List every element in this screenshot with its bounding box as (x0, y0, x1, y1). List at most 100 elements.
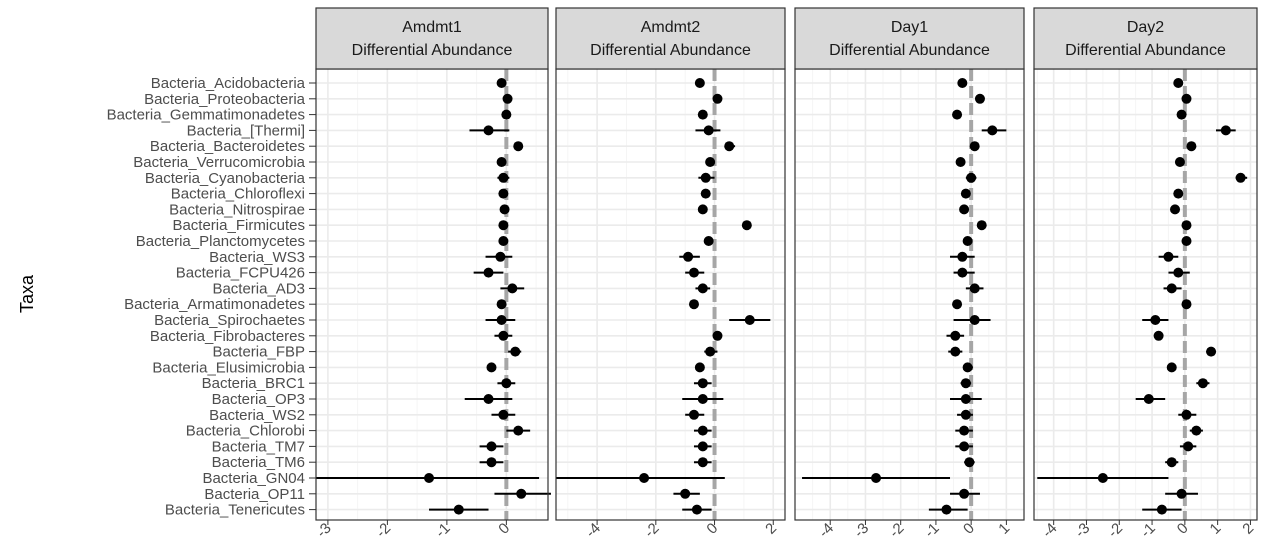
taxa-label: Bacteria_WS3 (209, 249, 305, 266)
estimate-point (957, 251, 968, 262)
estimate-point (1173, 78, 1184, 88)
x-tick-label: 1 (995, 520, 1013, 538)
estimate-point (700, 172, 711, 183)
estimate-point (974, 93, 985, 104)
estimate-point (960, 394, 971, 404)
estimate-point (498, 172, 509, 183)
x-tick-label: -2 (373, 520, 394, 541)
estimate-point (495, 251, 506, 262)
estimate-point (496, 157, 507, 167)
estimate-point (1181, 409, 1192, 420)
facet-title: Amdmt2 (641, 19, 701, 36)
estimate-point (483, 267, 494, 278)
estimate-point (1166, 283, 1177, 294)
estimate-point (1181, 220, 1192, 231)
estimate-point (513, 425, 524, 436)
x-tick-label: -2 (1105, 520, 1126, 541)
estimate-point (697, 441, 708, 452)
estimate-point (501, 109, 512, 120)
panel-background (556, 69, 785, 520)
facet-subtitle: Differential Abundance (352, 42, 513, 59)
estimate-point (952, 109, 963, 120)
taxa-label: Bacteria_FBP (212, 344, 305, 361)
estimate-point (703, 236, 714, 246)
panel-background (316, 69, 548, 520)
x-tick-label: -1 (1137, 520, 1158, 541)
estimate-point (960, 378, 971, 389)
estimate-point (1206, 346, 1217, 357)
estimate-point (1170, 204, 1181, 215)
estimate-point (513, 141, 524, 152)
estimate-point (639, 473, 650, 483)
estimate-point (712, 330, 723, 341)
estimate-point (976, 220, 987, 231)
facet-title: Day1 (891, 19, 928, 36)
estimate-point (694, 362, 705, 373)
estimate-point (424, 473, 435, 483)
estimate-point (498, 220, 509, 231)
estimate-point (1153, 330, 1164, 341)
estimate-point (741, 220, 752, 231)
x-tick-label: 0 (495, 520, 513, 538)
estimate-point (691, 504, 702, 515)
estimate-point (486, 362, 497, 373)
estimate-point (498, 409, 509, 420)
estimate-point (712, 93, 723, 104)
facet-panel: Day1 Differential Abundance -4 -3 -2 -1 0 1 (794, 7, 1025, 541)
estimate-point (680, 488, 691, 499)
estimate-point (1186, 141, 1197, 152)
estimate-point (499, 204, 510, 215)
estimate-point (496, 299, 507, 310)
x-tick-label: 2 (1239, 520, 1257, 538)
taxa-label: Bacteria_WS2 (209, 407, 305, 424)
taxa-label: Bacteria_Armatimonadetes (124, 296, 305, 313)
estimate-point (705, 346, 716, 357)
estimate-point (697, 425, 708, 436)
estimate-point (969, 283, 980, 294)
taxa-label: Bacteria_Planctomycetes (136, 233, 305, 250)
estimate-point (959, 488, 970, 499)
x-tick-label: -2 (641, 520, 662, 541)
estimate-point (962, 362, 973, 373)
estimate-point (1143, 394, 1154, 404)
taxa-label: Bacteria_FCPU426 (176, 265, 305, 282)
estimate-point (697, 378, 708, 389)
facet-subtitle: Differential Abundance (590, 42, 751, 59)
estimate-point (1220, 125, 1231, 136)
taxa-label: Bacteria_[Thermi] (187, 122, 305, 139)
taxa-label: Bacteria_Elusimicrobia (152, 359, 305, 376)
estimate-point (694, 78, 705, 88)
estimate-point (959, 441, 970, 452)
estimate-point (1181, 299, 1192, 310)
estimate-point (960, 188, 971, 199)
estimate-point (496, 315, 507, 325)
estimate-point (697, 283, 708, 294)
estimate-point (959, 425, 970, 436)
estimate-point (950, 330, 961, 341)
estimate-point (1173, 188, 1184, 199)
estimate-point (1097, 473, 1108, 483)
estimate-point (486, 441, 497, 452)
estimate-point (1235, 172, 1246, 183)
estimate-point (453, 504, 464, 515)
taxa-label: Bacteria_Gemmatimonadetes (107, 107, 305, 124)
estimate-point (1197, 378, 1208, 389)
taxa-label: Bacteria_GN04 (202, 470, 305, 487)
x-tick-label: -3 (1072, 520, 1093, 541)
estimate-point (950, 346, 961, 357)
estimate-point (987, 125, 998, 136)
taxa-label: Bacteria_Fibrobacteres (150, 328, 305, 345)
estimate-point (683, 251, 694, 262)
facet-strip (555, 7, 786, 70)
y-axis-title: Taxa (17, 274, 37, 313)
estimate-point (688, 409, 699, 420)
taxa-label: Bacteria_Bacteroidetes (150, 138, 305, 155)
estimate-point (1163, 251, 1174, 262)
estimate-point (1183, 441, 1194, 452)
estimate-point (516, 488, 527, 499)
taxa-label: Bacteria_OP3 (212, 391, 305, 408)
taxa-label: Bacteria_BRC1 (202, 375, 305, 392)
taxa-label: Bacteria_Firmicutes (172, 217, 305, 234)
facet-panel: Day2 Differential Abundance -4 -3 -2 -1 0 1 2 (1033, 7, 1258, 541)
facet-panel: Amdmt2 Differential Abundance -4 -2 0 2 (555, 7, 786, 541)
